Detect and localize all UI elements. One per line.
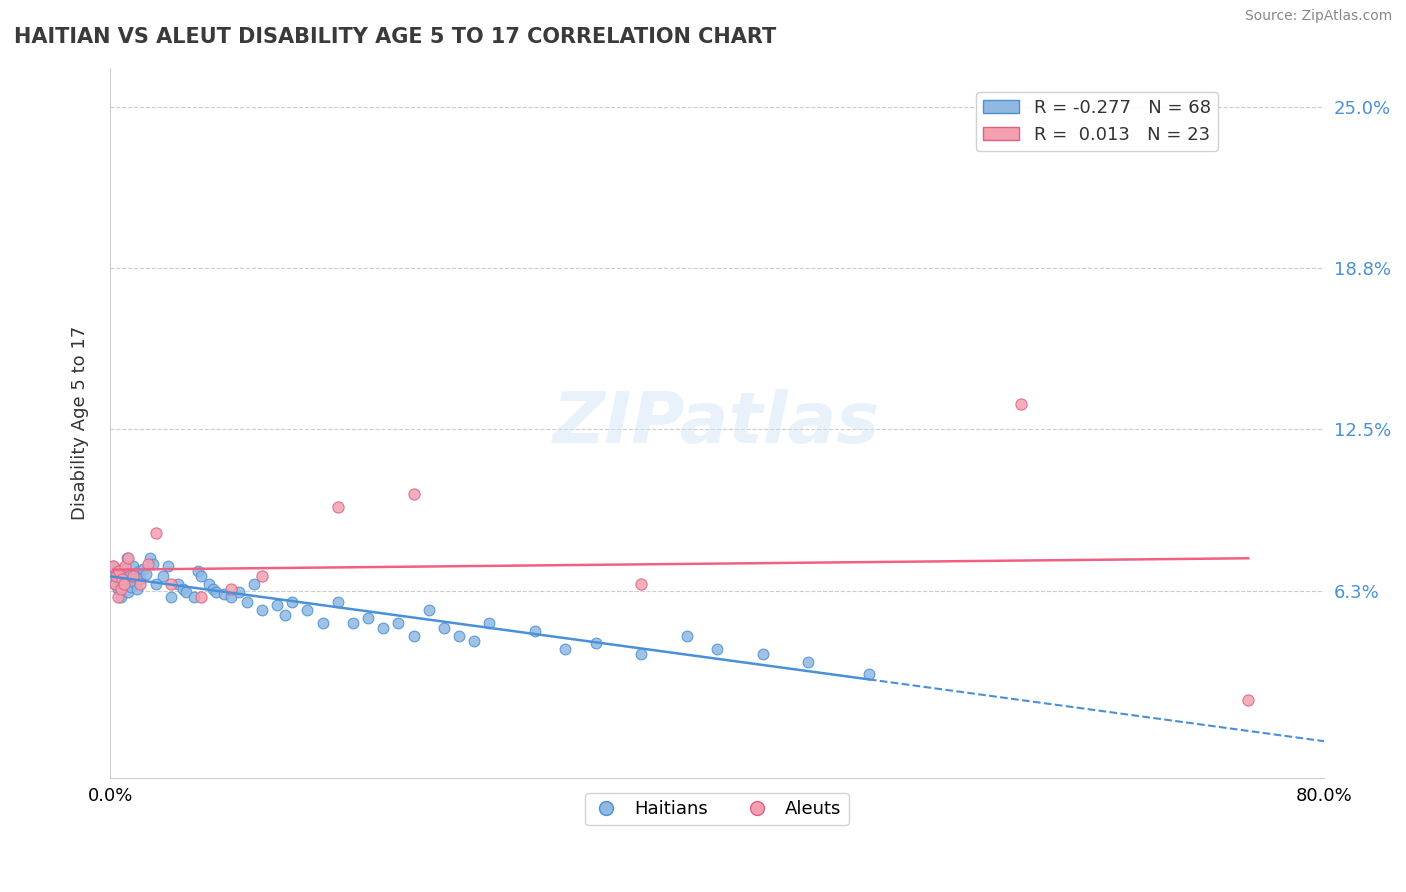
Text: Source: ZipAtlas.com: Source: ZipAtlas.com	[1244, 9, 1392, 23]
Point	[135, 566, 157, 581]
Point	[250, 603, 273, 617]
Point	[115, 551, 138, 566]
Point	[121, 559, 143, 574]
Point	[202, 582, 225, 597]
Point	[221, 590, 243, 604]
Point	[136, 557, 159, 571]
Point	[387, 615, 409, 630]
Point	[478, 615, 501, 630]
Point	[418, 603, 440, 617]
Point	[104, 577, 127, 591]
Point	[281, 595, 304, 609]
Point	[187, 564, 209, 578]
Point	[138, 551, 160, 566]
Point	[105, 564, 128, 578]
Point	[114, 559, 136, 574]
Point	[228, 585, 250, 599]
Point	[172, 582, 194, 597]
Point	[1237, 693, 1260, 707]
Point	[100, 569, 122, 583]
Point	[273, 608, 295, 623]
Point	[675, 629, 697, 643]
Point	[118, 566, 141, 581]
Text: ZIPatlas: ZIPatlas	[554, 389, 880, 458]
Point	[630, 647, 652, 661]
Point	[402, 629, 425, 643]
Point	[101, 559, 124, 574]
Point	[190, 590, 212, 604]
Point	[554, 641, 576, 656]
Point	[797, 655, 820, 669]
Point	[463, 634, 485, 648]
Point	[145, 525, 167, 540]
Point	[449, 629, 471, 643]
Legend: Haitians, Aleuts: Haitians, Aleuts	[585, 793, 849, 825]
Point	[266, 598, 288, 612]
Point	[357, 610, 380, 624]
Point	[326, 500, 349, 514]
Point	[159, 577, 181, 591]
Point	[117, 551, 139, 566]
Point	[127, 582, 149, 597]
Point	[107, 590, 129, 604]
Point	[342, 615, 364, 630]
Point	[235, 595, 257, 609]
Point	[132, 562, 155, 576]
Point	[183, 590, 205, 604]
Point	[250, 569, 273, 583]
Point	[108, 564, 131, 578]
Point	[142, 557, 165, 571]
Point	[373, 621, 395, 635]
Point	[111, 562, 134, 576]
Point	[105, 569, 128, 583]
Point	[523, 624, 546, 638]
Point	[297, 603, 319, 617]
Point	[174, 585, 197, 599]
Point	[110, 590, 132, 604]
Point	[152, 569, 174, 583]
Point	[101, 559, 124, 574]
Point	[402, 487, 425, 501]
Point	[110, 582, 132, 597]
Point	[167, 577, 190, 591]
Point	[129, 577, 152, 591]
Point	[585, 636, 607, 650]
Point	[221, 582, 243, 597]
Point	[121, 569, 143, 583]
Point	[197, 577, 219, 591]
Point	[751, 647, 773, 661]
Point	[1010, 397, 1032, 411]
Point	[858, 667, 880, 681]
Point	[630, 577, 652, 591]
Point	[111, 572, 134, 586]
Point	[107, 582, 129, 597]
Point	[117, 585, 139, 599]
Point	[243, 577, 266, 591]
Text: HAITIAN VS ALEUT DISABILITY AGE 5 TO 17 CORRELATION CHART: HAITIAN VS ALEUT DISABILITY AGE 5 TO 17 …	[14, 27, 776, 46]
Point	[311, 615, 333, 630]
Point	[125, 569, 148, 583]
Y-axis label: Disability Age 5 to 17: Disability Age 5 to 17	[72, 326, 89, 520]
Point	[205, 585, 228, 599]
Point	[129, 572, 152, 586]
Point	[112, 577, 135, 591]
Point	[190, 569, 212, 583]
Point	[124, 574, 146, 589]
Point	[145, 577, 167, 591]
Point	[128, 564, 150, 578]
Point	[114, 569, 136, 583]
Point	[112, 577, 135, 591]
Point	[159, 590, 181, 604]
Point	[108, 572, 131, 586]
Point	[104, 577, 127, 591]
Point	[120, 580, 142, 594]
Point	[326, 595, 349, 609]
Point	[156, 559, 179, 574]
Point	[212, 587, 235, 601]
Point	[433, 621, 456, 635]
Point	[706, 641, 728, 656]
